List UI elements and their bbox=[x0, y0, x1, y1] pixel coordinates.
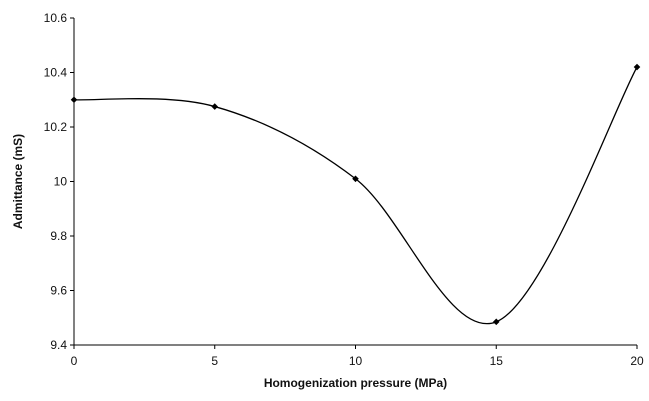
x-tick-label: 20 bbox=[630, 354, 644, 368]
y-tick-label: 10.4 bbox=[44, 66, 68, 80]
x-tick-label: 5 bbox=[211, 354, 218, 368]
y-ticks: 9.4 9.6 9.8 10 10.2 10.4 10.6 bbox=[44, 11, 74, 352]
y-tick-label: 9.8 bbox=[50, 229, 67, 243]
y-tick-label: 10 bbox=[54, 175, 68, 189]
x-tick-label: 15 bbox=[490, 354, 504, 368]
y-axis-title: Admittance (mS) bbox=[11, 134, 25, 229]
data-point-marker bbox=[352, 175, 359, 183]
y-tick-label: 9.4 bbox=[50, 338, 67, 352]
x-tick-label: 0 bbox=[71, 354, 78, 368]
x-axis-title: Homogenization pressure (MPa) bbox=[264, 376, 447, 390]
y-tick-label: 10.2 bbox=[44, 120, 68, 134]
data-point-marker bbox=[633, 63, 641, 71]
x-ticks: 0 5 10 15 20 bbox=[71, 345, 644, 368]
x-tick-label: 10 bbox=[349, 354, 363, 368]
data-point-marker bbox=[492, 318, 500, 326]
data-point-marker bbox=[70, 96, 78, 104]
data-point-marker bbox=[211, 103, 219, 110]
series-line bbox=[73, 66, 638, 325]
y-tick-label: 9.6 bbox=[50, 284, 67, 298]
y-tick-label: 10.6 bbox=[44, 11, 68, 25]
series-layer bbox=[70, 63, 641, 326]
